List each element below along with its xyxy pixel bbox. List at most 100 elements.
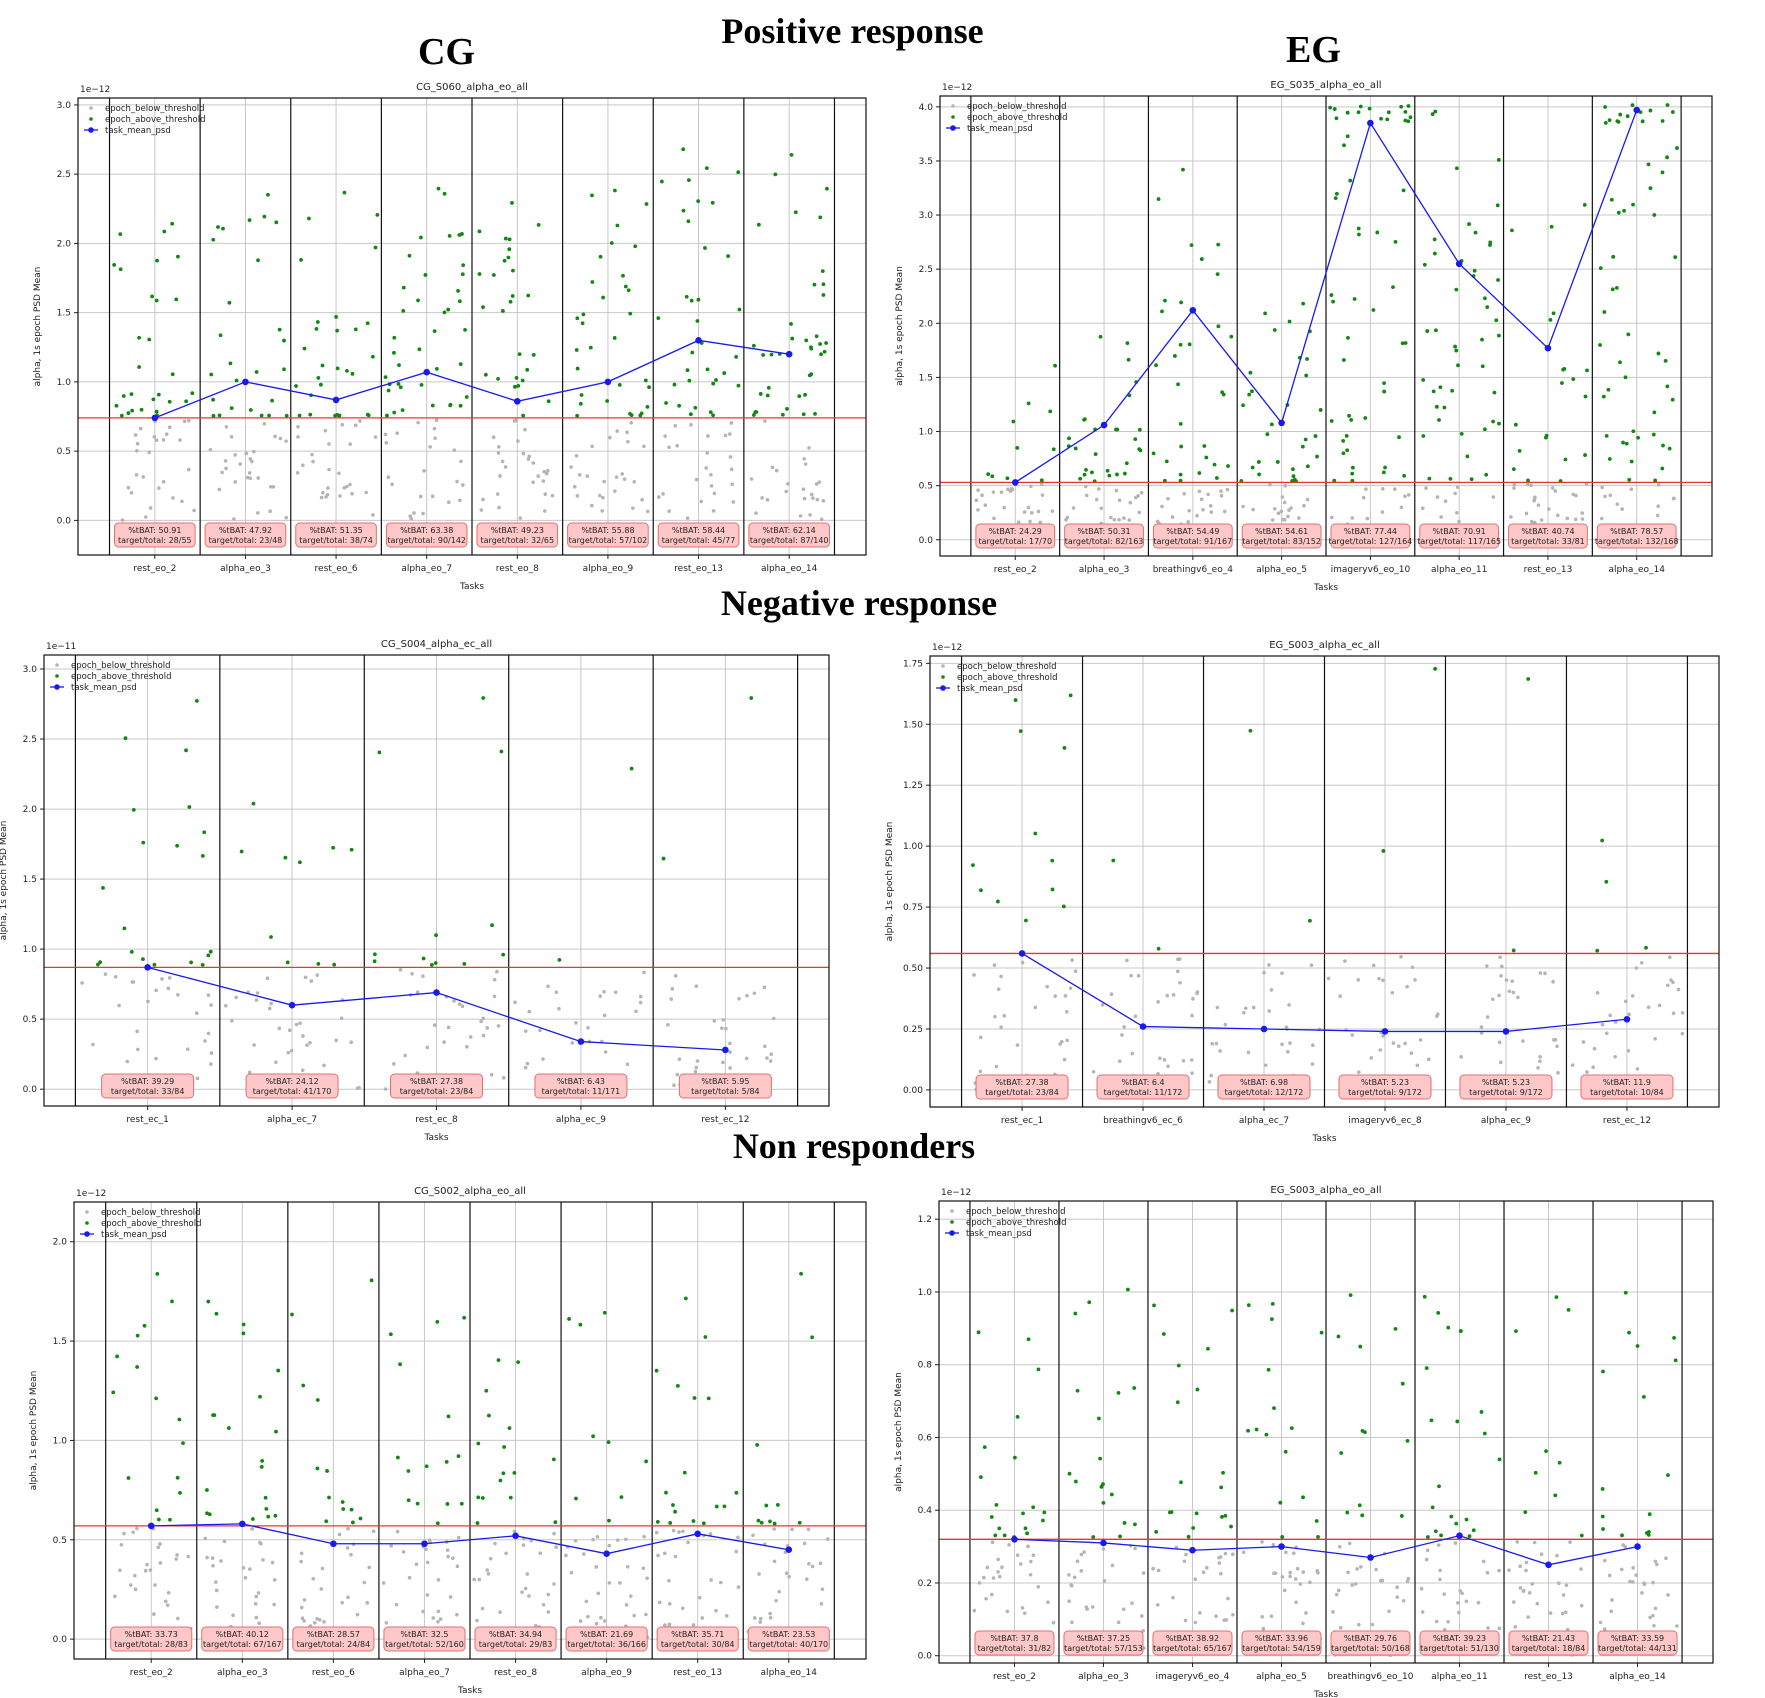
epoch-above-dot [789, 152, 794, 157]
epoch-above-dot [1334, 191, 1339, 196]
epoch-below-dot [442, 1040, 446, 1044]
epoch-below-dot [367, 1565, 372, 1570]
x-tick-label: alpha_eo_11 [1431, 565, 1487, 575]
legend-label: task_mean_psd [101, 1230, 167, 1240]
task-mean-marker [332, 396, 340, 404]
epoch-below-dot [1550, 486, 1555, 490]
epoch-below-dot [208, 447, 213, 452]
legend-label: epoch_above_threshold [967, 113, 1067, 123]
epoch-below-dot [267, 1006, 272, 1011]
epoch-above-dot [1334, 116, 1339, 121]
epoch-below-dot [1656, 482, 1661, 487]
epoch-below-dot [1668, 955, 1672, 959]
epoch-below-dot [1207, 1080, 1212, 1084]
epoch-below-dot [126, 485, 131, 490]
epoch-below-dot [996, 987, 1001, 992]
epoch-above-dot [415, 1501, 420, 1506]
epoch-below-dot [1626, 1048, 1631, 1053]
epoch-above-dot [285, 960, 290, 965]
epoch-below-dot [1564, 1583, 1569, 1588]
epoch-below-dot [345, 484, 349, 489]
epoch-below-dot [1521, 1039, 1525, 1043]
epoch-below-dot [1595, 991, 1600, 995]
epoch-below-dot [338, 494, 342, 498]
epoch-below-dot [1263, 1063, 1268, 1068]
epoch-below-dot [618, 1581, 622, 1585]
epoch-below-dot [1581, 1040, 1586, 1044]
epoch-below-dot [1127, 518, 1132, 522]
epoch-below-dot [982, 1575, 986, 1580]
epoch-below-dot [772, 1559, 777, 1564]
epoch-below-dot [803, 462, 808, 466]
y-axis-label: alpha, 1s epoch PSD Mean [0, 821, 9, 941]
epoch-below-dot [1051, 1620, 1056, 1625]
y-exponent-label: 1e−12 [941, 1188, 971, 1198]
epoch-below-dot [787, 1574, 791, 1579]
task-mean-marker [1278, 419, 1285, 427]
epoch-above-dot [1635, 1344, 1640, 1348]
epoch-above-dot [1015, 1414, 1020, 1419]
epoch-below-dot [991, 490, 996, 494]
epoch-above-dot [1640, 119, 1645, 124]
epoch-below-dot [1346, 1570, 1350, 1575]
epoch-above-dot [1497, 1457, 1502, 1462]
tbat-percent-label: %tBAT: 33.96 [1255, 1634, 1308, 1643]
epoch-above-dot [1220, 1515, 1224, 1519]
epoch-above-dot [1254, 1427, 1259, 1432]
epoch-below-dot [724, 1614, 729, 1618]
x-axis-label: Tasks [457, 1686, 482, 1696]
epoch-below-dot [1068, 986, 1073, 990]
epoch-above-dot [1472, 268, 1477, 273]
epoch-above-dot [1614, 285, 1619, 290]
epoch-above-dot [1348, 178, 1353, 183]
epoch-below-dot [299, 1605, 304, 1610]
epoch-above-dot [517, 352, 522, 356]
epoch-above-dot [708, 410, 713, 415]
epoch-below-dot [1280, 1042, 1284, 1047]
epoch-below-dot [1353, 1582, 1358, 1586]
epoch-above-dot [1598, 343, 1602, 347]
epoch-above-dot [1122, 1521, 1127, 1525]
epoch-above-dot [1346, 335, 1350, 340]
epoch-below-dot [1193, 1620, 1198, 1625]
epoch-above-dot [297, 413, 302, 418]
epoch-above-dot [1348, 1293, 1353, 1297]
epoch-above-dot [345, 368, 349, 373]
epoch-below-dot [158, 1542, 162, 1546]
epoch-below-dot [990, 1592, 994, 1597]
epoch-above-dot [1600, 1487, 1605, 1491]
epoch-above-dot [114, 403, 119, 408]
tbat-ratio-label: target/total: 5/84 [691, 1087, 760, 1096]
epoch-below-dot [601, 495, 605, 500]
epoch-below-dot [1532, 1540, 1537, 1545]
epoch-below-dot [254, 1615, 259, 1620]
epoch-above-dot [1381, 470, 1386, 475]
epoch-below-dot [322, 1063, 326, 1068]
epoch-below-dot [771, 1016, 776, 1021]
epoch-above-dot [458, 362, 463, 367]
task-mean-marker [421, 1540, 428, 1548]
epoch-below-dot [972, 1608, 977, 1613]
epoch-below-dot [489, 1072, 494, 1077]
epoch-below-dot [103, 972, 108, 976]
epoch-above-dot [1473, 230, 1478, 235]
epoch-above-dot [1648, 108, 1653, 113]
epoch-below-dot [206, 1031, 211, 1036]
epoch-above-dot [1011, 419, 1016, 424]
epoch-below-dot [1405, 984, 1409, 989]
epoch-above-dot [766, 385, 771, 390]
legend-swatch-dot [951, 104, 955, 108]
epoch-below-dot [671, 1528, 676, 1533]
plot-frame [939, 95, 1713, 557]
epoch-below-dot [1640, 1591, 1644, 1595]
epoch-above-dot [121, 394, 126, 398]
epoch-above-dot [1220, 390, 1225, 395]
epoch-below-dot [1222, 509, 1227, 514]
x-tick-label: breathingv6_eo_4 [1153, 565, 1234, 575]
epoch-above-dot [430, 403, 435, 408]
epoch-below-dot [446, 1554, 450, 1559]
tbat-annotation-box [1241, 1630, 1322, 1656]
epoch-below-dot [451, 1556, 455, 1560]
epoch-above-dot [1280, 1535, 1285, 1539]
tbat-percent-label: %tBAT: 35.71 [671, 1630, 724, 1639]
